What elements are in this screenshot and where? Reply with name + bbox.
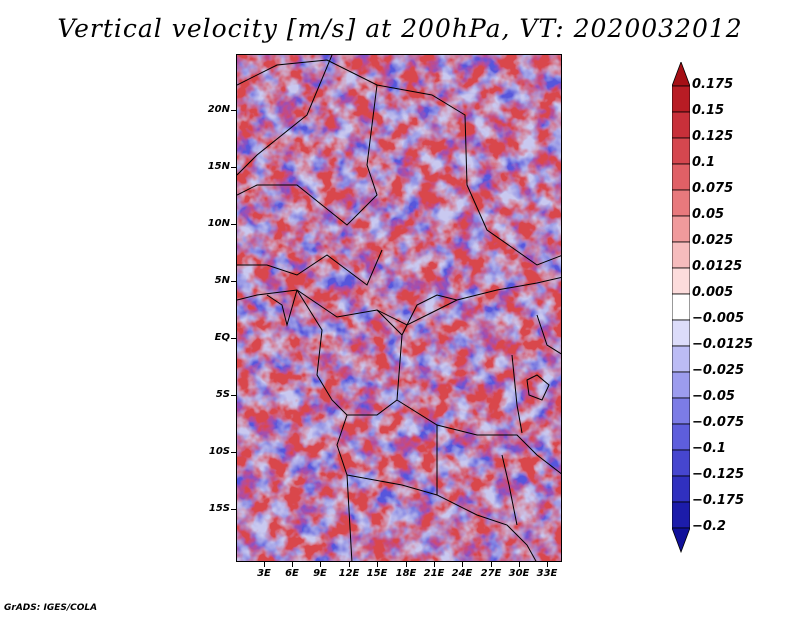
lon-label-9e: 9E xyxy=(313,568,327,579)
lat-label-15s: 15S xyxy=(208,503,230,514)
lon-tick xyxy=(547,562,548,567)
lon-tick xyxy=(349,562,350,567)
chart-title: Vertical velocity [m/s] at 200hPa, VT: 2… xyxy=(57,14,743,43)
velocity-shading xyxy=(237,55,561,561)
grads-credit: GrADS: IGES/COLA xyxy=(4,603,98,613)
lat-tick xyxy=(231,452,236,453)
lon-label-33e: 33E xyxy=(536,568,558,579)
lon-tick xyxy=(320,562,321,567)
colorbar-bin xyxy=(672,345,690,373)
lat-label-15n: 15N xyxy=(207,161,230,172)
lat-tick xyxy=(231,281,236,282)
colorbar-label: 0.125 xyxy=(692,129,734,144)
colorbar-bin xyxy=(672,293,690,321)
colorbar-bin xyxy=(672,62,690,87)
colorbar-label: 0.175 xyxy=(692,77,734,92)
lon-tick xyxy=(377,562,378,567)
lon-label-21e: 21E xyxy=(423,568,445,579)
colorbar-label: 0.0125 xyxy=(692,259,743,274)
lon-tick xyxy=(462,562,463,567)
lat-tick xyxy=(231,167,236,168)
lat-label-eq: EQ xyxy=(214,332,230,343)
colorbar-label: 0.025 xyxy=(692,233,734,248)
lon-tick xyxy=(491,562,492,567)
lon-label-3e: 3E xyxy=(257,568,271,579)
colorbar-label: −0.0125 xyxy=(692,337,754,352)
colorbar-bin xyxy=(672,267,690,295)
colorbar-bin xyxy=(672,189,690,217)
colorbar-bin xyxy=(672,241,690,269)
colorbar-bin xyxy=(672,371,690,399)
colorbar-label: −0.005 xyxy=(692,311,745,326)
lon-label-12e: 12E xyxy=(338,568,360,579)
colorbar-label: −0.125 xyxy=(692,467,745,482)
colorbar-label: 0.05 xyxy=(692,207,725,222)
colorbar-bin xyxy=(672,449,690,477)
coastline-borders xyxy=(237,55,561,561)
colorbar-label: 0.005 xyxy=(692,285,734,300)
lon-tick xyxy=(519,562,520,567)
lon-tick xyxy=(434,562,435,567)
colorbar-bin xyxy=(672,527,690,554)
lat-label-5n: 5N xyxy=(214,275,230,286)
lon-label-24e: 24E xyxy=(451,568,473,579)
lat-tick xyxy=(231,338,236,339)
lat-tick xyxy=(231,110,236,111)
colorbar-bin xyxy=(672,319,690,347)
lat-label-5s: 5S xyxy=(215,389,230,400)
lat-tick xyxy=(231,224,236,225)
colorbar-bin xyxy=(672,501,690,529)
lon-tick xyxy=(264,562,265,567)
colorbar xyxy=(672,62,690,554)
colorbar-label: −0.075 xyxy=(692,415,745,430)
lat-label-10n: 10N xyxy=(207,218,230,229)
colorbar-label: −0.175 xyxy=(692,493,745,508)
colorbar-bin xyxy=(672,397,690,425)
lat-label-20n: 20N xyxy=(207,104,230,115)
colorbar-bin xyxy=(672,475,690,503)
colorbar-label: −0.05 xyxy=(692,389,735,404)
colorbar-bin xyxy=(672,85,690,113)
lon-tick xyxy=(406,562,407,567)
lat-tick xyxy=(231,509,236,510)
lat-tick xyxy=(231,395,236,396)
colorbar-label: −0.2 xyxy=(692,519,726,534)
lon-label-27e: 27E xyxy=(480,568,502,579)
colorbar-label: 0.15 xyxy=(692,103,725,118)
lon-label-6e: 6E xyxy=(285,568,299,579)
colorbar-label: −0.1 xyxy=(692,441,726,456)
lon-label-18e: 18E xyxy=(395,568,417,579)
colorbar-label: 0.075 xyxy=(692,181,734,196)
map-panel xyxy=(236,54,562,562)
colorbar-label: 0.1 xyxy=(692,155,716,170)
velocity-field-map xyxy=(237,55,561,561)
colorbar-label: −0.025 xyxy=(692,363,745,378)
colorbar-bin xyxy=(672,423,690,451)
lon-tick xyxy=(292,562,293,567)
lon-label-15e: 15E xyxy=(366,568,388,579)
colorbar-bin xyxy=(672,163,690,191)
colorbar-bin xyxy=(672,111,690,139)
colorbar-bin xyxy=(672,215,690,243)
lon-label-30e: 30E xyxy=(508,568,530,579)
colorbar-bin xyxy=(672,137,690,165)
lat-label-10s: 10S xyxy=(208,446,230,457)
